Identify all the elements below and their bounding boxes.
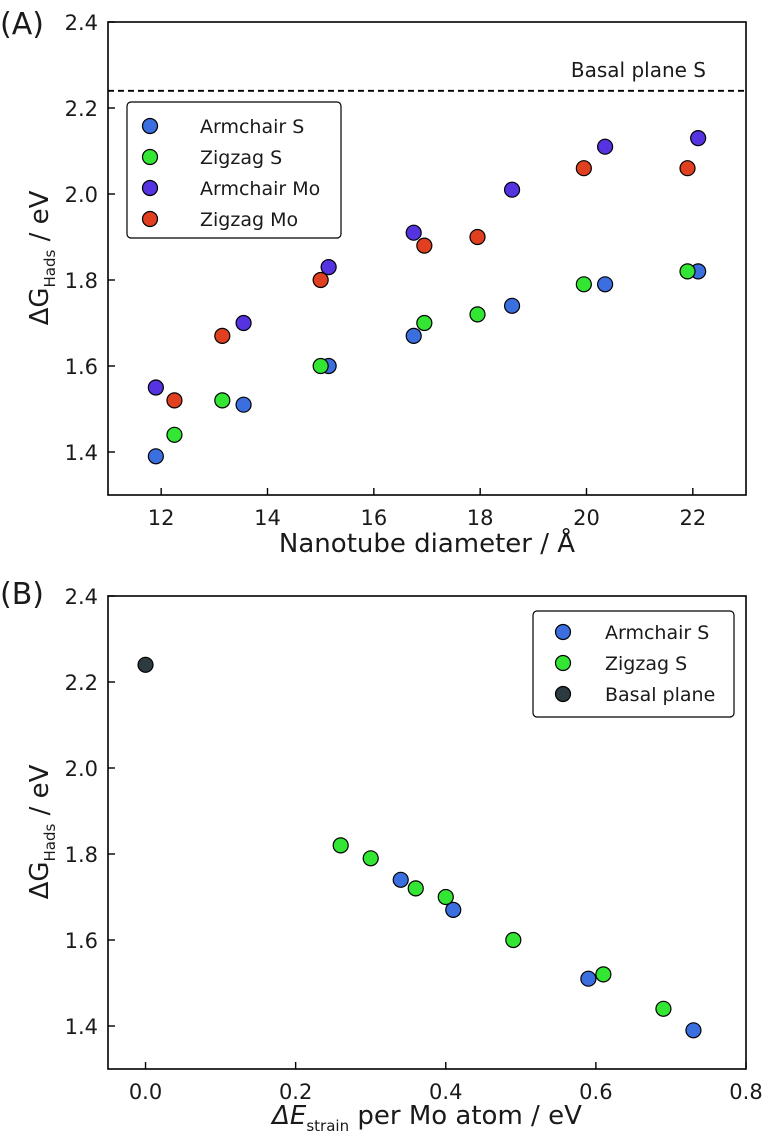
y-tick-label: 2.0 <box>65 183 98 207</box>
legend-marker-basal-plane <box>554 685 572 703</box>
panel-a-plot-frame <box>107 21 747 496</box>
point-zigzag-mo <box>469 228 486 246</box>
point-zigzag-s <box>595 966 612 983</box>
point-armchair-s <box>503 297 521 314</box>
point-zigzag-s <box>679 263 696 280</box>
point-armchair-mo <box>147 379 164 396</box>
point-armchair-s <box>235 396 252 413</box>
point-zigzag-s <box>469 306 486 323</box>
panel-a-legend: Armchair S Zigzag S Armchair Mo Zigzag Mo <box>126 101 342 239</box>
y-tick-label: 2.4 <box>65 11 98 35</box>
x-tick-label: 0.0 <box>129 1080 162 1104</box>
panel-b-y-axis-label: ΔGHads / eV <box>25 764 59 899</box>
point-zigzag-mo <box>166 392 183 409</box>
legend-label-armchair-s: Armchair S <box>200 116 304 138</box>
legend-label-zigzag-mo: Zigzag Mo <box>200 209 298 231</box>
y-tick-label: 2.0 <box>65 757 98 781</box>
point-zigzag-mo <box>575 160 592 177</box>
legend-label-zigzag-s: Zigzag S <box>605 653 687 675</box>
panel-b-plot-frame <box>107 595 747 1070</box>
y-tick-label: 1.8 <box>65 843 98 867</box>
point-armchair-mo <box>690 130 707 147</box>
point-armchair-s <box>597 276 614 293</box>
panel-b-points <box>137 656 702 1039</box>
point-zigzag-s <box>166 426 183 443</box>
panel-b-label: (B) <box>0 577 44 612</box>
point-armchair-mo <box>405 224 422 241</box>
legend-marker-zigzag-s <box>141 148 159 166</box>
point-zigzag-s <box>655 1000 672 1017</box>
panel-b-legend-box <box>532 610 735 718</box>
panel-b: (B) 0.0 0.2 0.4 0.6 0.8 1.4 1.6 1.8 2.0 2.2 2.4 A… <box>0 577 763 1135</box>
panel-a-y-ticks: 1.4 1.6 1.8 2.0 2.2 2.4 <box>65 11 115 465</box>
legend-label-zigzag-s: Zigzag S <box>200 147 282 169</box>
y-tick-label: 1.4 <box>65 1015 98 1039</box>
point-armchair-mo <box>597 138 614 155</box>
point-armchair-mo <box>503 181 521 198</box>
panel-a-points <box>147 130 707 465</box>
panel-b-legend: Armchair S Zigzag S Basal plane <box>532 610 735 718</box>
point-basal-plane <box>137 656 154 673</box>
panel-b-x-ticks: 0.0 0.2 0.4 0.6 0.8 <box>129 1062 763 1104</box>
point-zigzag-mo <box>679 160 696 177</box>
point-zigzag-s <box>437 888 454 906</box>
point-zigzag-mo <box>312 271 329 289</box>
legend-label-basal-plane: Basal plane <box>605 684 715 706</box>
point-zigzag-s <box>312 357 329 375</box>
point-zigzag-s <box>362 850 379 867</box>
point-armchair-s <box>445 901 462 919</box>
point-zigzag-s <box>505 931 522 949</box>
x-tick-label: 0.6 <box>579 1080 612 1104</box>
panel-a-label: (A) <box>0 7 44 42</box>
x-tick-label: 0.8 <box>729 1080 762 1104</box>
legend-marker-armchair-s <box>141 117 159 135</box>
point-zigzag-s <box>214 392 231 409</box>
legend-label-armchair-s: Armchair S <box>605 622 709 644</box>
x-tick-label: 14 <box>254 506 281 530</box>
point-armchair-s <box>580 970 597 987</box>
x-tick-label: 22 <box>679 506 706 530</box>
panel-a-x-axis-label: Nanotube diameter / Å <box>279 527 575 559</box>
y-tick-label: 2.2 <box>65 671 98 695</box>
point-armchair-s <box>685 1022 702 1039</box>
panel-a-y-axis-label: ΔGHads / eV <box>25 190 59 325</box>
y-tick-label: 1.8 <box>65 269 98 293</box>
panel-a-x-ticks: 12 14 16 18 20 22 <box>148 488 706 530</box>
legend-label-armchair-mo: Armchair Mo <box>200 178 320 200</box>
x-tick-label: 0.2 <box>279 1080 312 1104</box>
point-zigzag-mo <box>416 237 433 254</box>
y-tick-label: 1.4 <box>65 441 98 465</box>
y-tick-label: 1.6 <box>65 929 98 953</box>
point-armchair-s <box>392 871 409 888</box>
legend-marker-zigzag-mo <box>141 210 159 228</box>
y-tick-label: 2.2 <box>65 97 98 121</box>
point-zigzag-s <box>407 880 424 897</box>
y-tick-label: 2.4 <box>65 585 98 609</box>
panel-b-x-axis-label: ΔEstrain per Mo atom / eV <box>270 1101 582 1135</box>
panel-a-legend-box <box>126 101 342 239</box>
x-tick-label: 0.4 <box>429 1080 462 1104</box>
legend-marker-zigzag-s <box>554 654 572 672</box>
x-tick-label: 12 <box>148 506 175 530</box>
panel-a: (A) 12 14 16 18 20 22 1.4 1.6 1.8 2.0 2.2 2.4 Basa… <box>0 7 747 559</box>
legend-marker-armchair-s <box>554 623 572 641</box>
point-armchair-mo <box>235 314 252 332</box>
point-zigzag-s <box>416 314 433 332</box>
panel-a-basal-plane-label: Basal plane S <box>571 58 706 82</box>
panel-b-y-ticks: 1.4 1.6 1.8 2.0 2.2 2.4 <box>65 585 115 1039</box>
y-tick-label: 1.6 <box>65 355 98 379</box>
x-tick-label: 20 <box>573 506 600 530</box>
point-armchair-s <box>405 327 422 344</box>
point-armchair-mo <box>320 259 337 276</box>
point-zigzag-mo <box>214 327 231 344</box>
point-zigzag-s <box>575 276 592 293</box>
x-tick-label: 16 <box>360 506 387 530</box>
point-armchair-s <box>147 448 164 465</box>
point-zigzag-s <box>332 837 349 854</box>
x-tick-label: 18 <box>467 506 494 530</box>
legend-marker-armchair-mo <box>141 179 159 197</box>
